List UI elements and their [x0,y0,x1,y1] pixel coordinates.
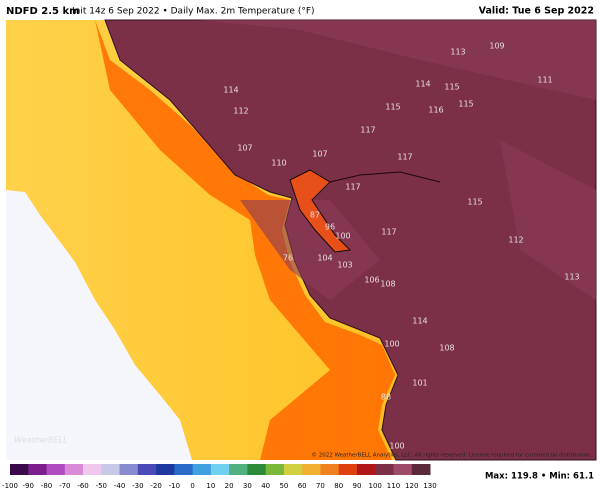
colorbar-tick-label: -90 [23,482,34,490]
temperature-label: 115 [467,198,482,207]
colorbar-segment [137,464,157,475]
temperature-label: 114 [415,80,430,89]
temperature-label: 76 [283,254,293,263]
colorbar-segment [28,464,48,475]
description: Init 14z 6 Sep 2022 • Daily Max. 2m Temp… [72,7,315,17]
temperature-label: 117 [360,126,375,135]
colorbar-tick-label: -100 [2,482,18,490]
colorbar-tick-label: -80 [41,482,52,490]
colorbar-segment [393,464,413,475]
colorbar-tick-label: 20 [225,482,234,490]
temperature-label: 113 [450,48,465,57]
temperature-label: 101 [412,379,427,388]
colorbar-tick-label: 80 [334,482,343,490]
stats: Max: 119.8 • Min: 61.1 [485,472,594,482]
temperature-label: 114 [412,317,427,326]
temperature-label: 104 [317,254,332,263]
colorbar-segment [302,464,321,475]
temperature-label: 107 [312,150,327,159]
no-data-area [6,190,192,460]
colorbar-tick-label: -10 [169,482,180,490]
colorbar-segment [64,464,84,475]
temperature-label: 107 [237,144,252,153]
colorbar-tick-label: -40 [114,482,125,490]
temperature-label: 115 [444,83,459,92]
temperature-label: 108 [439,344,454,353]
temperature-label: 88 [381,393,391,402]
temperature-label: 108 [380,280,395,289]
colorbar-segment [247,464,267,475]
model-name: NDFD 2.5 km [6,6,80,17]
colorbar-tick-label: -30 [132,482,143,490]
temperature-label: 100 [335,232,350,241]
colorbar-segment [320,464,340,475]
temperature-label: 100 [384,340,399,349]
colorbar-segment [156,464,175,475]
colorbar-segment [338,464,358,475]
valid-time: Valid: Tue 6 Sep 2022 [479,6,594,17]
colorbar-segment [119,464,139,475]
temperature-label: 111 [537,76,552,85]
colorbar-tick-label: 120 [405,482,418,490]
colorbar-tick-label: 110 [387,482,400,490]
temperature-label: 115 [458,100,473,109]
temperature-label: 96 [325,223,335,232]
map: 113 109 114 114 115 111 112 115 116 115 117 107 107 1… [6,19,597,461]
temperature-label: 110 [271,159,286,168]
colorbar-tick-label: 10 [206,482,215,490]
header-bar [0,0,600,20]
colorbar-tick-label: -60 [77,482,88,490]
colorbar-tick-label: 130 [423,482,436,490]
temperature-label: 114 [223,86,238,95]
colorbar-segment [101,464,121,475]
colorbar-segment [283,464,303,475]
colorbar-segment [174,464,194,475]
temperature-label: 112 [233,107,248,116]
warm-coast-band [95,20,395,460]
colorbar: -100 -90 -80 -70 -60 -50 -40 -30 -20 -10 0 10 20 30 40… [2,464,437,490]
colorbar-segment [83,464,102,475]
colorbar-segment [210,464,230,475]
colorbar-segment [229,464,248,475]
temperature-label: 117 [381,228,396,237]
colorbar-tick-label: 100 [369,482,382,490]
terrain-shading [200,20,596,300]
colorbar-tick-label: -50 [96,482,107,490]
temperature-label: 106 [364,276,379,285]
colorbar-tick-label: -20 [150,482,161,490]
colorbar-segment [411,464,431,475]
colorbar-tick-label: 40 [261,482,270,490]
colorbar-segment [10,464,29,475]
temperature-label: 103 [337,261,352,270]
temperature-label: 116 [428,106,443,115]
temperature-label: 117 [397,153,412,162]
copyright: © 2022 WeatherBELL Analytics, LLC. All r… [312,452,593,459]
delta [329,171,441,183]
colorbar-tick-label: 50 [279,482,288,490]
colorbar-tick-label: 0 [190,482,194,490]
colorbar-tick-label: 30 [243,482,252,490]
temperature-label: 113 [564,273,579,282]
temperature-label: 115 [385,103,400,112]
colorbar-segment [356,464,376,475]
colorbar-tick-label: 60 [298,482,307,490]
temperature-label: 117 [345,183,360,192]
logo: WeatherBELL [14,436,68,445]
temperature-label: 112 [508,236,523,245]
colorbar-segment [192,464,212,475]
temperature-label: 100 [389,442,404,451]
colorbar-segment [46,464,66,475]
colorbar-segment [265,464,285,475]
colorbar-tick-label: 70 [316,482,325,490]
temperature-label: 87 [310,211,320,220]
bay [289,169,352,253]
temperature-label: 109 [489,42,504,51]
colorbar-segment [375,464,394,475]
colorbar-tick-label: -70 [59,482,70,490]
colorbar-tick-label: 90 [352,482,361,490]
